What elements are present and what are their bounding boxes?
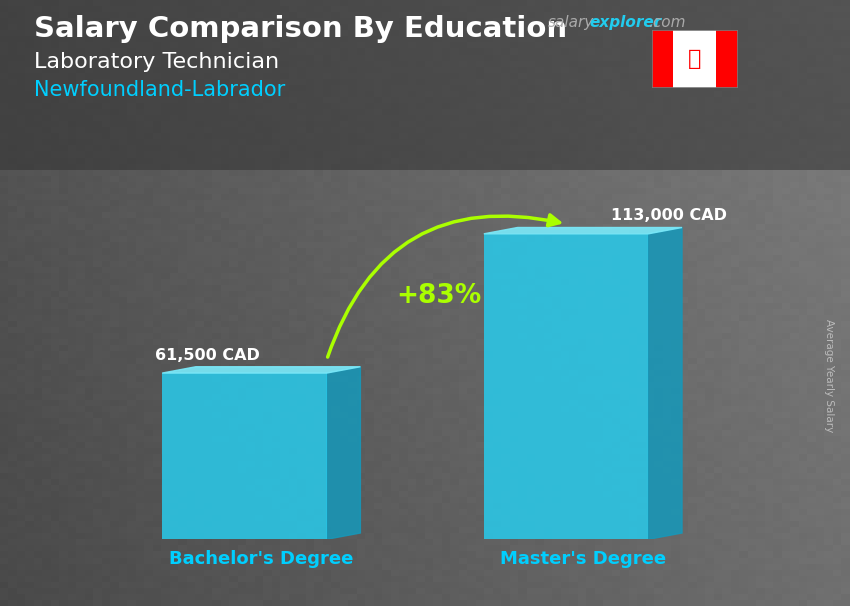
Text: explorer: explorer [589, 15, 661, 30]
Polygon shape [326, 367, 360, 539]
Text: Salary Comparison By Education: Salary Comparison By Education [34, 15, 567, 43]
Text: +83%: +83% [396, 283, 482, 308]
Text: 61,500 CAD: 61,500 CAD [155, 348, 259, 363]
Polygon shape [484, 227, 682, 234]
Text: Average Yearly Salary: Average Yearly Salary [824, 319, 834, 432]
Text: salary: salary [548, 15, 594, 30]
Bar [484, 234, 649, 539]
Bar [717, 30, 738, 88]
Bar [652, 30, 673, 88]
Text: 113,000 CAD: 113,000 CAD [611, 208, 727, 224]
Text: 🍁: 🍁 [688, 49, 701, 69]
Text: Laboratory Technician: Laboratory Technician [34, 52, 279, 72]
Bar [162, 373, 326, 539]
Text: Newfoundland-Labrador: Newfoundland-Labrador [34, 80, 286, 100]
FancyArrowPatch shape [327, 215, 559, 357]
Polygon shape [162, 367, 360, 373]
Polygon shape [649, 227, 682, 539]
Text: .com: .com [648, 15, 685, 30]
